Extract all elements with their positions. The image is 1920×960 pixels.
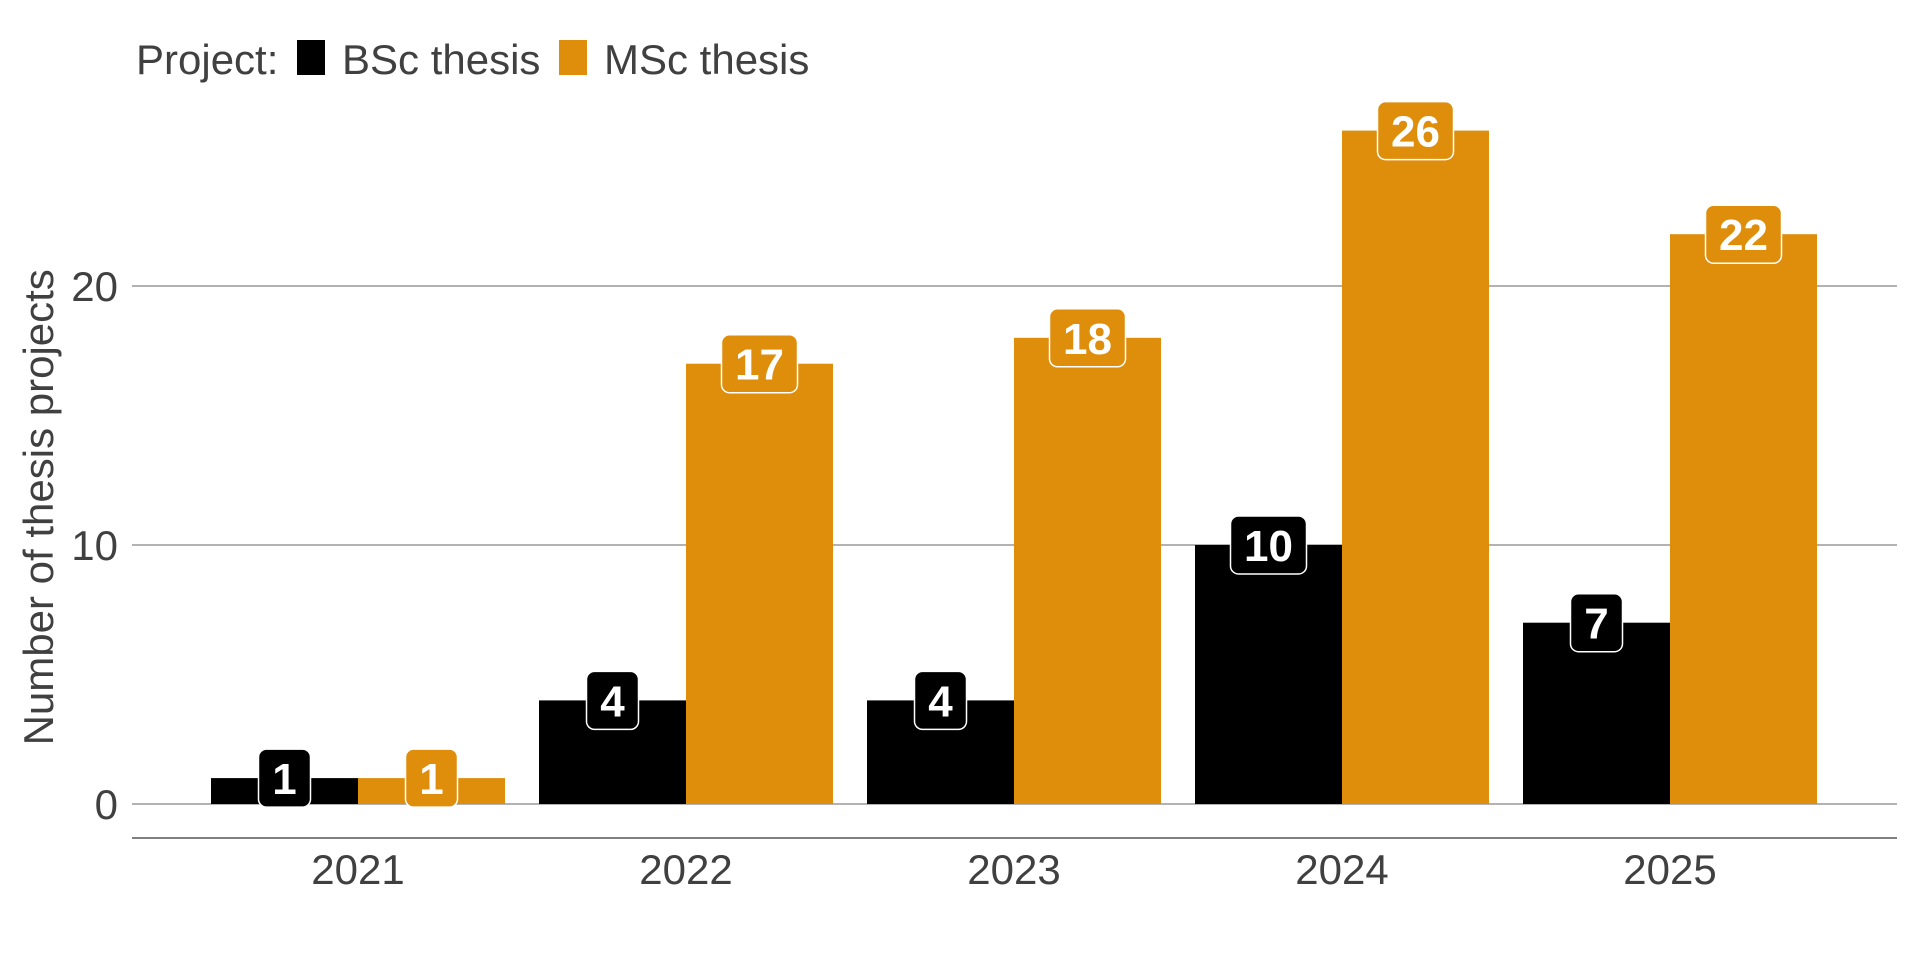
y-axis-title: Number of thesis projects: [15, 269, 62, 745]
data-labels: 1 1 4 17 4 18 10 26 7 22: [257, 100, 1783, 808]
y-tick-label-20: 20: [71, 263, 118, 310]
legend-title: Project:: [136, 36, 278, 83]
y-tick-label-0: 0: [95, 781, 118, 828]
bar-msc-2022: [686, 363, 833, 804]
data-label-bsc-2022: 4: [600, 677, 625, 726]
data-label-bsc-2024: 10: [1244, 522, 1293, 571]
data-label-msc-2021: 1: [419, 755, 443, 804]
data-label-msc-2023: 18: [1063, 315, 1112, 364]
bars: [211, 130, 1817, 805]
data-label-box-msc-2022: [720, 333, 799, 394]
data-label-box-bsc-2021: [257, 748, 312, 808]
x-tick-label-2024: 2024: [1295, 846, 1388, 893]
bar-msc-2025: [1670, 234, 1817, 804]
data-label-msc-2024: 26: [1391, 108, 1440, 157]
bar-msc-2023: [1014, 337, 1161, 804]
data-label-bsc-2025: 7: [1584, 600, 1608, 649]
legend-swatch-msc-thesis: [559, 40, 587, 75]
data-label-msc-2025: 22: [1719, 211, 1768, 260]
data-label-bsc-2021: 1: [272, 755, 296, 804]
data-label-box-bsc-2022: [585, 670, 640, 731]
bar-bsc-2025: [1523, 622, 1670, 804]
data-label-box-msc-2025: [1704, 204, 1783, 264]
legend-label-msc-thesis: MSc thesis: [604, 36, 809, 83]
legend: Project: BSc thesis MSc thesis: [136, 36, 809, 83]
x-tick-label-2022: 2022: [639, 846, 732, 893]
data-label-box-msc-2023: [1048, 308, 1127, 368]
x-tick-label-2023: 2023: [967, 846, 1060, 893]
data-label-box-bsc-2025: [1569, 592, 1624, 653]
data-label-box-msc-2024: [1376, 100, 1455, 161]
y-tick-label-10: 10: [71, 522, 118, 569]
data-label-box-bsc-2023: [913, 670, 968, 731]
y-axis-ticks: 0 10 20: [71, 263, 118, 828]
x-axis-ticks: 2021 2022 2023 2024 2025: [311, 846, 1716, 893]
data-label-bsc-2023: 4: [928, 677, 953, 726]
x-tick-label-2021: 2021: [311, 846, 404, 893]
x-tick-label-2025: 2025: [1623, 846, 1716, 893]
legend-label-bsc-thesis: BSc thesis: [342, 36, 540, 83]
bar-bsc-2024: [1195, 545, 1342, 804]
legend-swatch-bsc-thesis: [297, 40, 325, 75]
data-label-box-msc-2021: [404, 748, 459, 808]
data-label-msc-2022: 17: [735, 341, 784, 390]
data-label-box-bsc-2024: [1229, 515, 1308, 575]
bar-msc-2024: [1342, 130, 1489, 805]
